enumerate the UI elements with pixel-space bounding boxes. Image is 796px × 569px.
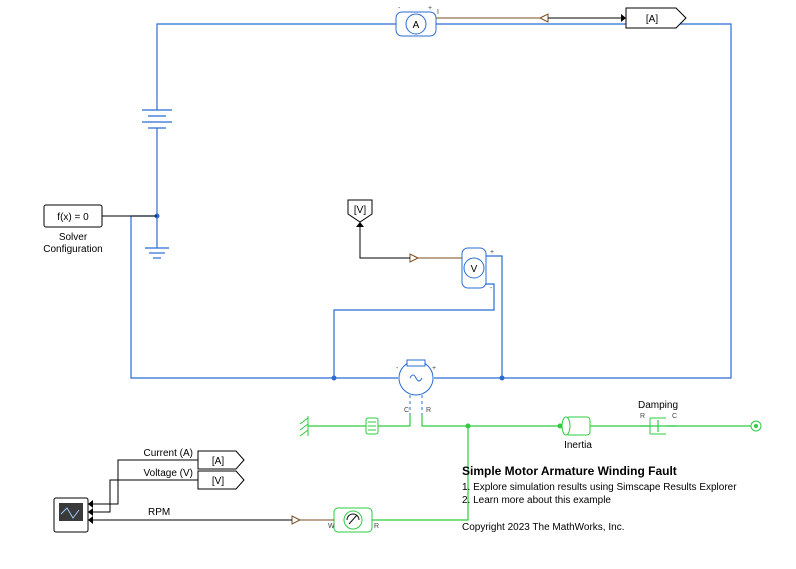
title: Simple Motor Armature Winding Fault xyxy=(462,464,677,478)
arrow-into-goto-a xyxy=(621,14,626,22)
solver-config-text: f(x) = 0 xyxy=(57,212,89,223)
mech-ref-block xyxy=(300,416,308,436)
solver-config-label-1: Solver xyxy=(59,232,88,243)
scope-block[interactable] xyxy=(54,498,88,532)
arrow-rpm-scope xyxy=(88,516,93,524)
ammeter-block[interactable]: A - + I xyxy=(396,5,439,36)
mech-junction-icon xyxy=(366,418,378,434)
title-line1[interactable]: 1. Explore simulation results using Sims… xyxy=(462,482,737,493)
arrow-amm-open xyxy=(540,14,548,22)
rpm-label: RPM xyxy=(148,507,170,518)
copyright: Copyright 2023 The MathWorks, Inc. xyxy=(462,522,625,533)
from-v-block[interactable]: [V] xyxy=(198,471,244,489)
wire-volt-plus xyxy=(486,256,502,378)
motor-r-label: R xyxy=(426,407,431,414)
inertia-block[interactable] xyxy=(560,417,590,435)
goto-a-block[interactable]: [A] xyxy=(626,8,686,28)
goto-a-text: [A] xyxy=(646,14,658,25)
voltage-label: Voltage (V) xyxy=(144,468,193,479)
damping-label: Damping xyxy=(638,400,678,411)
from-v-text: [V] xyxy=(212,476,224,487)
speed-sensor-block[interactable]: W R xyxy=(328,508,379,532)
title-line2[interactable]: 2. Learn more about this example xyxy=(462,495,611,506)
current-label: Current (A) xyxy=(144,448,193,459)
solver-config-label-2: Configuration xyxy=(43,244,102,255)
wire-top-right xyxy=(434,24,731,378)
wire-scope-voltage xyxy=(88,480,198,512)
voltmeter-letter: V xyxy=(471,264,478,275)
wire-top-left xyxy=(157,24,396,98)
svg-text:+: + xyxy=(490,249,494,256)
from-a-text: [A] xyxy=(212,456,224,467)
wire-mech-to-sensor xyxy=(372,426,468,520)
wire-mech-c xyxy=(308,415,410,426)
svg-text:-: - xyxy=(490,285,493,292)
svg-text:+: + xyxy=(428,5,432,12)
arrow-into-goto-v xyxy=(356,222,364,227)
arrow-volt-open xyxy=(410,254,418,262)
damping-c-label: C xyxy=(672,413,677,420)
battery-block xyxy=(142,98,172,140)
inertia-label: Inertia xyxy=(564,440,592,451)
motor-minus: - xyxy=(396,365,399,372)
ground-block xyxy=(145,248,169,258)
ammeter-letter: A xyxy=(413,20,420,31)
damping-r-label: R xyxy=(640,413,645,420)
wire-to-goto-v xyxy=(360,222,410,258)
svg-text:-: - xyxy=(398,5,401,12)
motor-block[interactable]: - + xyxy=(396,360,436,395)
goto-v-block[interactable]: [V] xyxy=(348,200,372,222)
svg-text:I: I xyxy=(437,9,439,16)
damping-block[interactable]: R C xyxy=(640,413,677,434)
arrow-rpm-open xyxy=(292,516,300,524)
voltmeter-block[interactable]: V + - xyxy=(462,248,494,292)
wire-scope-current xyxy=(88,460,198,504)
speed-w-label: W xyxy=(328,523,335,530)
goto-v-text: [V] xyxy=(354,205,366,216)
wire-return xyxy=(131,216,398,378)
motor-plus: + xyxy=(432,365,436,372)
motor-c-label: C xyxy=(404,407,409,414)
from-a-block[interactable]: [A] xyxy=(198,451,244,469)
mech-ref-right xyxy=(751,421,761,431)
speed-r-label: R xyxy=(374,523,379,530)
